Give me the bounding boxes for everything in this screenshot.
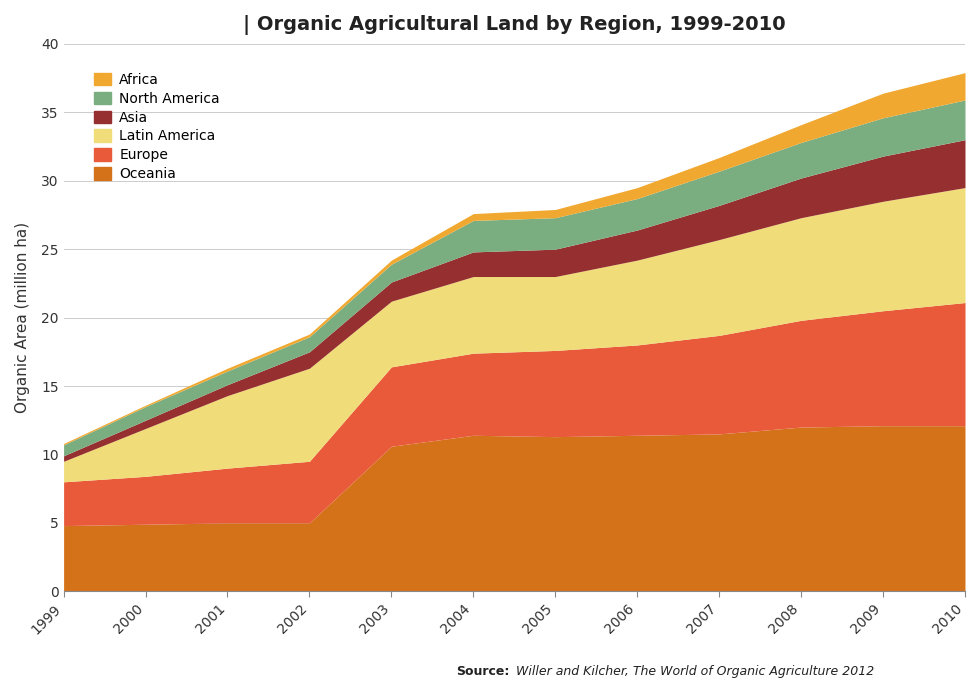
- Legend: Africa, North America, Asia, Latin America, Europe, Oceania: Africa, North America, Asia, Latin Ameri…: [88, 67, 225, 187]
- Y-axis label: Organic Area (million ha): Organic Area (million ha): [15, 222, 30, 413]
- Text: Source:: Source:: [457, 665, 510, 678]
- Text: Willer and Kilcher, The World of Organic Agriculture 2012: Willer and Kilcher, The World of Organic…: [512, 665, 874, 678]
- Title: | Organic Agricultural Land by Region, 1999-2010: | Organic Agricultural Land by Region, 1…: [243, 15, 786, 35]
